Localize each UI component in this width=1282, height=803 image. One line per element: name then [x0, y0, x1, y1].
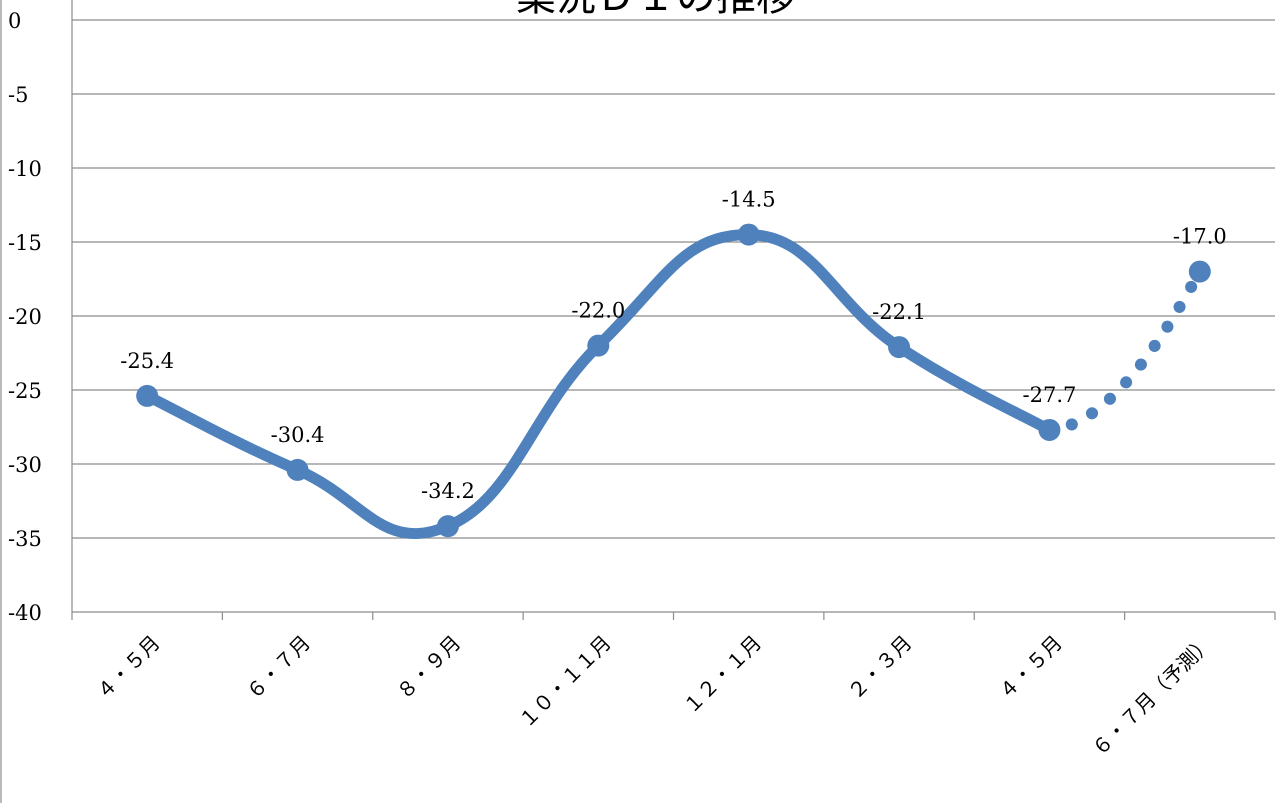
- data-label: -17.0: [1173, 225, 1227, 249]
- x-tick-label: １０・１１月: [514, 631, 616, 733]
- y-tick-label: -20: [8, 305, 42, 329]
- y-tick-label: -40: [8, 601, 42, 625]
- x-tick-label: ６・７月（予測）: [1087, 631, 1217, 761]
- data-points: [136, 223, 1211, 538]
- y-tick-label: -10: [8, 157, 42, 181]
- y-tick-label: -5: [8, 83, 28, 107]
- y-axis-ticks: 0 -5 -10 -15 -20 -25 -30 -35 -40: [8, 9, 42, 625]
- data-label: -25.4: [120, 349, 174, 373]
- forecast-line: [1043, 265, 1206, 436]
- data-point: [1188, 260, 1211, 283]
- data-label: -22.0: [571, 299, 625, 323]
- data-label: -27.7: [1023, 383, 1077, 407]
- data-point: [136, 384, 159, 407]
- data-label: -34.2: [421, 479, 475, 503]
- x-tick-label: １２・１月: [679, 631, 767, 719]
- data-point: [888, 336, 911, 359]
- data-labels: -25.4 -30.4 -34.2 -22.0 -14.5 -22.1 -27.7 -17.0: [120, 188, 1226, 504]
- data-point: [1038, 418, 1061, 441]
- data-point: [436, 515, 459, 538]
- x-tick-label: ２・３月: [843, 631, 917, 705]
- y-tick-label: -25: [8, 379, 42, 403]
- data-label: -30.4: [271, 423, 325, 447]
- x-tick-label: ４・５月: [91, 631, 165, 705]
- chart-title: 業況ＤＩの推移: [516, 0, 796, 20]
- data-point: [286, 458, 309, 481]
- data-label: -14.5: [722, 188, 776, 212]
- x-axis-ticks: ４・５月 ６・７月 ８・９月 １０・１１月 １２・１月 ２・３月 ４・５月 ６・７月（予測）: [71, 612, 1276, 761]
- x-tick-label: ４・５月: [993, 631, 1067, 705]
- y-tick-label: -35: [8, 527, 42, 551]
- series-line: [141, 229, 1055, 540]
- axes: [0, 0, 73, 803]
- y-tick-label: -30: [8, 453, 42, 477]
- gridlines: [72, 19, 1275, 613]
- x-tick-label: ８・９月: [392, 631, 466, 705]
- data-label: -22.1: [872, 300, 926, 324]
- y-tick-label: -15: [8, 231, 42, 255]
- data-point: [587, 334, 610, 357]
- x-tick-label: ６・７月: [242, 631, 316, 705]
- data-point: [737, 223, 760, 246]
- y-tick-label: 0: [8, 9, 21, 33]
